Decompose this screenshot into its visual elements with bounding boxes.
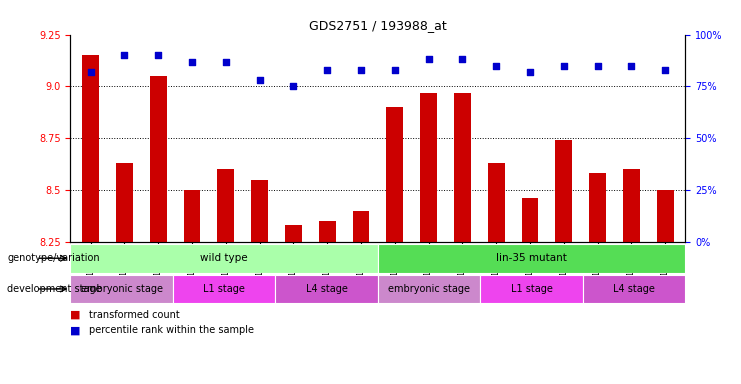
Bar bbox=[116, 163, 133, 242]
Text: ■: ■ bbox=[70, 310, 81, 320]
Bar bbox=[522, 199, 539, 242]
Text: ■: ■ bbox=[70, 325, 81, 335]
Bar bbox=[583, 275, 685, 303]
Point bbox=[659, 67, 671, 73]
Bar bbox=[276, 275, 378, 303]
Bar bbox=[217, 169, 234, 242]
Bar bbox=[319, 221, 336, 242]
Bar bbox=[657, 190, 674, 242]
Bar bbox=[70, 275, 173, 303]
Text: lin-35 mutant: lin-35 mutant bbox=[496, 253, 567, 263]
Point bbox=[186, 58, 198, 65]
Point bbox=[456, 56, 468, 63]
Point bbox=[591, 63, 603, 69]
Point bbox=[153, 52, 165, 58]
Point bbox=[220, 58, 232, 65]
Bar bbox=[353, 211, 370, 242]
Text: L4 stage: L4 stage bbox=[306, 284, 348, 294]
Point bbox=[422, 56, 434, 63]
Point bbox=[491, 63, 502, 69]
Text: L1 stage: L1 stage bbox=[511, 284, 553, 294]
Text: embryonic stage: embryonic stage bbox=[81, 284, 162, 294]
Bar bbox=[285, 225, 302, 242]
Point bbox=[524, 69, 536, 75]
Point bbox=[389, 67, 401, 73]
Text: transformed count: transformed count bbox=[89, 310, 179, 320]
Bar bbox=[378, 244, 685, 273]
Point bbox=[119, 52, 130, 58]
Text: embryonic stage: embryonic stage bbox=[388, 284, 470, 294]
Text: L4 stage: L4 stage bbox=[614, 284, 655, 294]
Bar bbox=[82, 55, 99, 242]
Bar bbox=[623, 169, 639, 242]
Bar bbox=[480, 275, 583, 303]
Title: GDS2751 / 193988_at: GDS2751 / 193988_at bbox=[309, 19, 447, 32]
Point bbox=[84, 69, 96, 75]
Point bbox=[253, 77, 265, 83]
Bar bbox=[150, 76, 167, 242]
Point bbox=[288, 83, 299, 89]
Bar bbox=[386, 107, 403, 242]
Text: genotype/variation: genotype/variation bbox=[7, 253, 100, 263]
Bar bbox=[184, 190, 201, 242]
Bar bbox=[420, 93, 437, 242]
Text: development stage: development stage bbox=[7, 284, 102, 294]
Bar bbox=[454, 93, 471, 242]
Point bbox=[322, 67, 333, 73]
Point bbox=[625, 63, 637, 69]
Bar bbox=[555, 140, 572, 242]
Point bbox=[558, 63, 570, 69]
Text: wild type: wild type bbox=[200, 253, 248, 263]
Bar bbox=[488, 163, 505, 242]
Bar bbox=[378, 275, 480, 303]
Bar bbox=[70, 244, 378, 273]
Bar bbox=[589, 174, 606, 242]
Bar bbox=[251, 180, 268, 242]
Text: L1 stage: L1 stage bbox=[203, 284, 245, 294]
Bar bbox=[173, 275, 276, 303]
Text: percentile rank within the sample: percentile rank within the sample bbox=[89, 325, 254, 335]
Point bbox=[355, 67, 367, 73]
